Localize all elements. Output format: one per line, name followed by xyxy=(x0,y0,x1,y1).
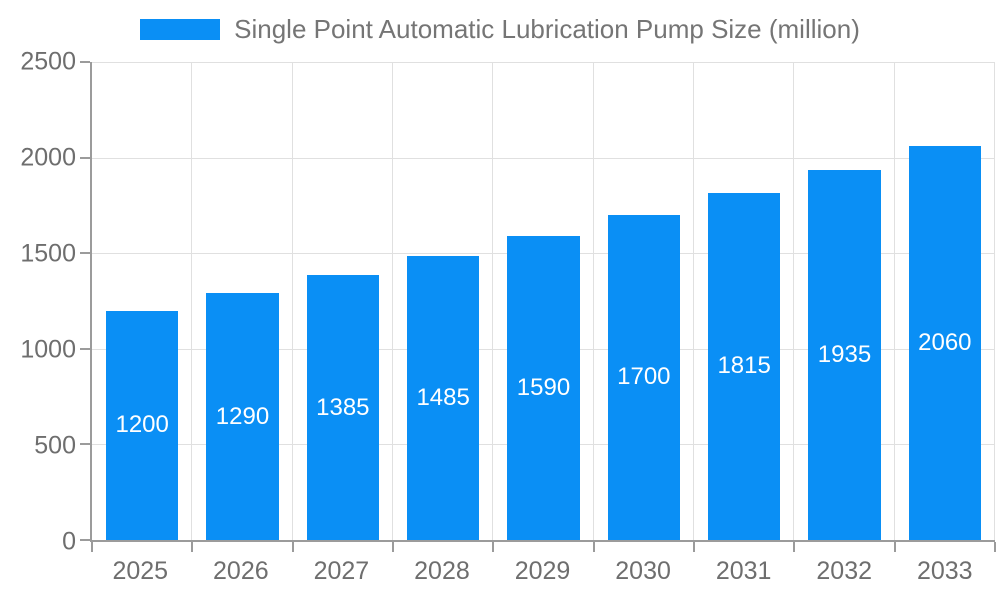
x-tick-mark xyxy=(994,542,996,552)
gridline-vertical xyxy=(492,62,494,540)
y-tick-mark xyxy=(80,443,90,446)
bar-slot: 1935 xyxy=(794,62,894,540)
y-tick-mark xyxy=(80,156,90,159)
gridline-vertical xyxy=(692,62,694,540)
y-axis: 0 500 1000 1500 2000 2500 xyxy=(0,49,76,554)
bar-value-label: 1935 xyxy=(817,341,872,369)
bar-slot: 1385 xyxy=(293,62,393,540)
bar-slot: 1700 xyxy=(594,62,694,540)
x-tick-label: 2030 xyxy=(615,557,671,585)
legend-item[interactable]: Single Point Automatic Lubrication Pump … xyxy=(0,14,1000,44)
x-tick-mark xyxy=(291,542,294,552)
x-tick-mark xyxy=(91,542,93,552)
gridline-vertical xyxy=(592,62,594,540)
x-tick-label: 2031 xyxy=(715,557,772,585)
bar-2033[interactable]: 2060 xyxy=(908,146,981,540)
x-tick-label: 2028 xyxy=(414,557,470,585)
bar-2030[interactable]: 1700 xyxy=(607,214,680,540)
x-tick-label: 2025 xyxy=(112,557,169,585)
gridline-vertical xyxy=(191,62,193,540)
bar-slot: 1200 xyxy=(92,62,192,540)
y-tick-label: 2000 xyxy=(20,143,76,172)
bar-2029[interactable]: 1590 xyxy=(507,236,580,540)
bar-value-label: 1290 xyxy=(215,402,270,430)
bar-slot: 1290 xyxy=(192,62,292,540)
bar-value-label: 1700 xyxy=(617,363,671,391)
x-tick-mark xyxy=(191,542,194,552)
x-tick-mark xyxy=(692,542,695,552)
bar-2032[interactable]: 1935 xyxy=(808,170,881,540)
bar-slot: 1485 xyxy=(393,62,493,540)
y-tick-label: 1000 xyxy=(20,335,76,364)
x-tick-label: 2032 xyxy=(816,557,873,585)
x-tick-mark xyxy=(793,542,796,552)
y-tick-mark xyxy=(80,252,90,255)
gridline-vertical xyxy=(893,62,895,540)
bar-2025[interactable]: 1200 xyxy=(106,310,179,540)
x-tick-label: 2033 xyxy=(916,557,973,585)
bar-value-label: 1590 xyxy=(516,374,571,401)
x-axis: 2025 2026 2027 2028 2029 2030 2031 2032 2033 xyxy=(90,556,995,590)
bar-2027[interactable]: 1385 xyxy=(306,275,379,540)
legend-label: Single Point Automatic Lubrication Pump … xyxy=(234,13,860,44)
x-tick-mark xyxy=(893,542,896,552)
bar-2026[interactable]: 1290 xyxy=(206,293,279,540)
y-tick-mark xyxy=(80,347,90,350)
gridline-vertical xyxy=(391,62,393,540)
bar-2031[interactable]: 1815 xyxy=(708,192,781,540)
y-tick-label: 500 xyxy=(34,431,76,460)
x-tick-label: 2027 xyxy=(313,557,370,585)
bar-value-label: 1200 xyxy=(115,411,169,439)
y-tick-label: 1500 xyxy=(20,239,76,268)
bar-slot: 1815 xyxy=(694,62,794,540)
bar-value-label: 1815 xyxy=(717,352,771,380)
bar-slot: 1590 xyxy=(493,62,593,540)
x-tick-mark xyxy=(391,542,394,552)
bar-value-label: 1485 xyxy=(416,384,470,412)
y-tick-label: 0 xyxy=(62,527,76,556)
x-tick-mark xyxy=(492,542,495,552)
y-tick-mark xyxy=(80,539,90,541)
y-tick-label: 2500 xyxy=(20,47,76,76)
bar-value-label: 1385 xyxy=(316,393,370,421)
gridline-horizontal xyxy=(92,157,995,159)
bar-slot: 2060 xyxy=(895,62,995,540)
bar-value-label: 2060 xyxy=(918,329,972,357)
x-tick-label: 2026 xyxy=(213,557,269,585)
y-tick-mark xyxy=(80,61,90,63)
x-tick-label: 2029 xyxy=(514,557,571,585)
gridline-vertical xyxy=(793,62,795,540)
gridline-vertical xyxy=(994,62,995,540)
bar-2028[interactable]: 1485 xyxy=(407,256,480,540)
gridline-horizontal xyxy=(92,62,995,63)
gridline-vertical xyxy=(291,62,293,540)
x-tick-mark xyxy=(592,542,595,552)
plot-area: 1200 1290 1385 1485 1590 1700 1815 1935 2060 xyxy=(80,61,996,552)
legend-swatch xyxy=(140,18,221,40)
